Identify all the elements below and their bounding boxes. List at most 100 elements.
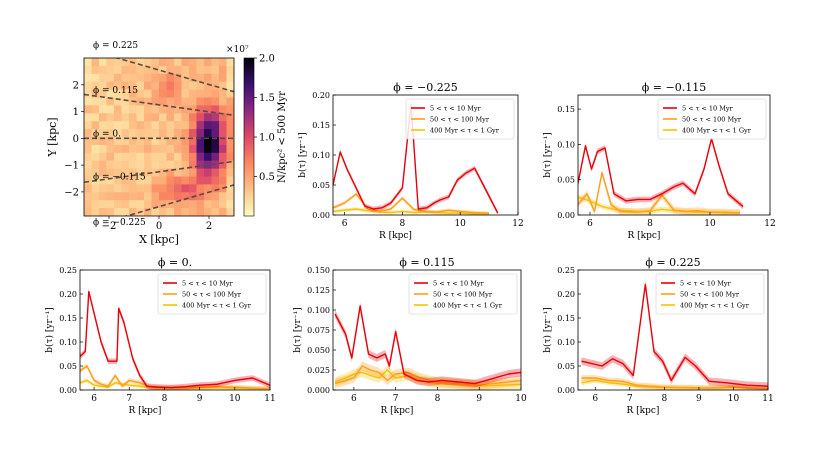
y-tick-label: 0.000 — [307, 386, 330, 395]
legend-label: 50 < τ < 100 Myr — [182, 291, 242, 299]
x-axis-label: R [kpc] — [628, 231, 661, 241]
heatmap-cell — [129, 65, 137, 75]
heatmap-cell — [204, 184, 212, 193]
heatmap-cell — [99, 176, 107, 185]
heatmap-cell — [129, 168, 137, 177]
x-tick-label: 8 — [661, 394, 667, 404]
heatmap-cell — [166, 192, 175, 201]
heatmap-cell — [136, 81, 145, 90]
heatmap-cell — [136, 137, 145, 146]
x-tick-label: 12 — [512, 219, 523, 229]
heatmap-cell — [91, 105, 100, 114]
y-tick-label: 1 — [73, 107, 79, 118]
legend-frame — [157, 273, 267, 315]
heatmap-cell — [84, 113, 92, 122]
heatmap-cell — [91, 168, 100, 177]
heatmap-cell — [159, 176, 167, 185]
panel-p1: 6 8 10 12 R [kpc] 0.00 0.05 0.10 0.15 0.20 b(τ) [y… — [297, 81, 524, 241]
x-tick-label: 8 — [435, 394, 441, 404]
heatmap-cell — [166, 160, 175, 169]
heatmap-cell — [196, 73, 205, 83]
heatmap-cell — [106, 73, 115, 83]
heatmap-cell — [174, 97, 182, 106]
heatmap-cell — [129, 137, 137, 146]
y-tick-label: 0.075 — [307, 326, 330, 335]
heatmap-cell — [84, 184, 92, 193]
heatmap-cell — [106, 168, 115, 177]
heatmap-cell — [151, 176, 160, 185]
heatmap-cell — [174, 58, 182, 67]
heatmap-cell — [114, 113, 122, 122]
y-tick-label: 0.125 — [307, 286, 330, 295]
heatmap-cell — [136, 65, 145, 75]
heatmap-cell — [99, 129, 107, 138]
heatmap-cell — [181, 97, 190, 106]
heatmap-cell — [189, 105, 197, 114]
heatmap-cell — [226, 129, 234, 138]
heatmap-cell — [219, 168, 227, 177]
heatmap-cell — [114, 160, 122, 169]
heatmap-cell — [136, 73, 145, 83]
heatmap-cell — [144, 129, 152, 138]
heatmap-cell — [129, 144, 137, 154]
heatmap-cell — [196, 160, 205, 169]
heatmap-cell — [136, 184, 145, 193]
heatmap-cell — [114, 168, 122, 177]
heatmap-cell — [106, 65, 115, 75]
heatmap-cell — [84, 89, 92, 98]
heatmap-cell — [121, 160, 130, 169]
heatmap-cell — [136, 144, 145, 154]
legend-label: 400 Myr < τ < 1 Gyr — [430, 127, 500, 135]
heatmap-cell — [91, 144, 100, 154]
y-tick-label: 0.15 — [312, 121, 330, 130]
heatmap-cell — [181, 192, 190, 201]
heatmap-cell — [189, 81, 197, 90]
heatmap-cell — [114, 97, 122, 106]
heatmap-cell — [121, 200, 130, 209]
heatmap-cell — [136, 176, 145, 185]
heatmap-cell — [189, 176, 197, 185]
y-tick-label: 0.15 — [557, 105, 575, 114]
legend: 5 < τ < 10 Myr 50 < τ < 100 Myr 400 Myr < … — [408, 273, 518, 315]
heatmap-cell — [196, 81, 205, 90]
heatmap-cell — [121, 184, 130, 193]
heatmap-cell — [166, 73, 175, 83]
series-line — [80, 290, 270, 389]
heatmap-cell — [99, 144, 107, 154]
panel-frame — [79, 269, 271, 391]
heatmap-cell — [166, 144, 175, 154]
heatmap-cell — [211, 58, 220, 67]
colorbar-tick-label: 0.5 — [259, 172, 275, 183]
x-tick-label: 6 — [91, 394, 97, 404]
map-y-label: Y [kpc] — [46, 117, 59, 157]
x-tick-label: 8 — [647, 219, 653, 229]
heatmap-cell — [159, 129, 167, 138]
heatmap-cell — [211, 168, 220, 177]
legend: 5 < τ < 10 Myr 50 < τ < 100 Myr 400 Myr < … — [405, 98, 515, 140]
heatmap-cell — [84, 137, 92, 146]
heatmap-cell — [121, 65, 130, 75]
heatmap-cell — [211, 208, 220, 216]
heatmap-cell — [151, 184, 160, 193]
heatmap-cell — [226, 160, 234, 169]
panel-p3: 6 7 8 9 10 11 R [kpc] 0.00 0.05 0.10 0.15 0.20 0.25 b… — [44, 256, 276, 416]
heatmap-cell — [121, 152, 130, 162]
heatmap-cell — [189, 89, 197, 98]
heatmap-cell — [226, 168, 234, 177]
heatmap-cell — [211, 73, 220, 83]
heatmap-cell — [226, 152, 234, 162]
y-tick-label: 0.15 — [59, 314, 77, 323]
heatmap-cell — [159, 73, 167, 83]
heatmap-cell — [219, 200, 227, 209]
y-tick-label: 0.10 — [557, 140, 575, 149]
heatmap-cell — [129, 176, 137, 185]
heatmap-cell — [91, 113, 100, 122]
phi-line — [84, 93, 234, 117]
heatmap-cell — [166, 81, 175, 90]
heatmap-cell — [114, 105, 122, 114]
heatmap-cell — [211, 137, 220, 146]
heatmap-cell — [204, 152, 212, 162]
heatmap-cell — [181, 208, 190, 216]
heatmap-cell — [151, 200, 160, 209]
heatmap-cell — [189, 121, 197, 130]
